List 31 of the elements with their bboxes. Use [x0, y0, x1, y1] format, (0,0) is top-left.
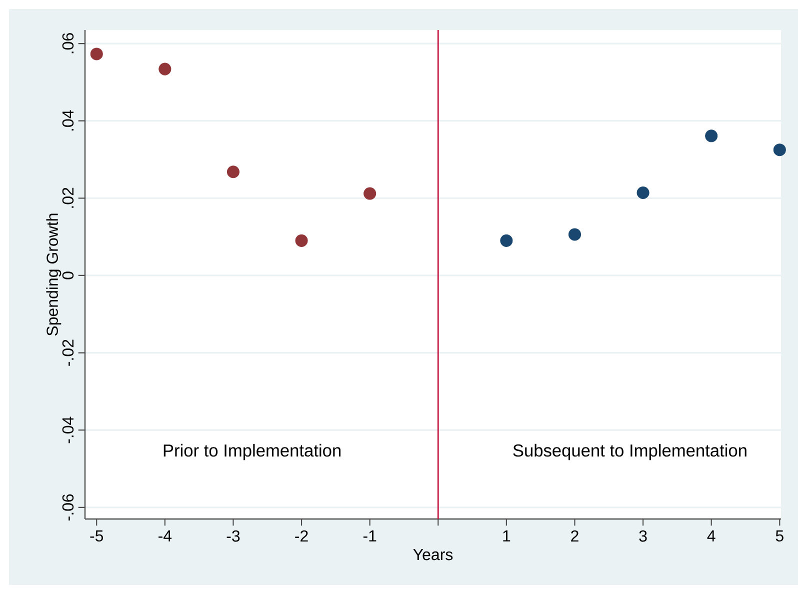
x-tick-label: -5	[90, 530, 104, 542]
x-tick-label: -4	[158, 530, 172, 542]
point	[295, 234, 308, 247]
annotation: Prior to Implementation	[164, 444, 340, 460]
point	[500, 234, 513, 247]
point	[364, 187, 376, 200]
x-tick-label: 1	[503, 530, 510, 542]
annotation: Subsequent to Implementation	[513, 444, 746, 460]
x-tick-label: 5	[776, 530, 784, 542]
point	[90, 48, 103, 60]
y-tick-label: -.06	[62, 494, 74, 520]
x-axis-title: Years	[413, 549, 453, 560]
point	[158, 62, 172, 76]
point	[773, 144, 786, 156]
x-tick-label: -2	[295, 530, 308, 542]
y-tick-label: 0	[62, 272, 74, 280]
y-tick-label: -.02	[62, 340, 74, 366]
point	[705, 130, 718, 142]
x-tick-label: 2	[571, 530, 578, 542]
y-tick-label: .02	[62, 188, 74, 208]
point	[226, 166, 240, 178]
x-tick-label: -1	[363, 530, 376, 542]
y-tick-label: .06	[62, 33, 74, 54]
x-tick-label: -3	[226, 530, 240, 542]
x-tick-label: 4	[707, 530, 716, 542]
y-axis-title: Spending Growth	[46, 214, 62, 336]
point	[636, 186, 650, 200]
point	[568, 228, 582, 241]
x-tick-label: 3	[639, 530, 647, 542]
y-tick-label: .04	[62, 110, 74, 130]
y-tick-label: -.04	[62, 416, 74, 444]
